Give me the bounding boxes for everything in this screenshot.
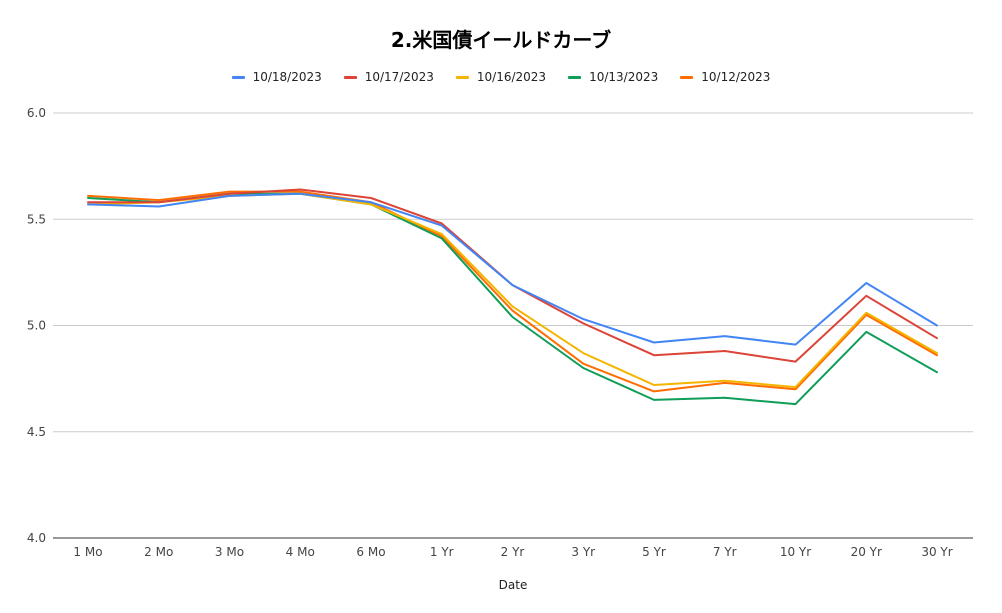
y-axis-ticks: 4.0 4.5 5.0 5.5 6.0 <box>27 106 46 545</box>
x-tick-label: 5 Yr <box>642 545 666 559</box>
legend-swatch <box>231 75 245 79</box>
legend-swatch <box>455 75 469 79</box>
x-tick-label: 20 Yr <box>851 545 882 559</box>
legend-item[interactable]: 10/17/2023 <box>343 70 434 84</box>
legend-swatch <box>568 75 582 79</box>
legend-item[interactable]: 10/12/2023 <box>680 70 770 84</box>
x-tick-label: 1 Mo <box>73 545 102 559</box>
x-tick-label: 3 Mo <box>215 545 244 559</box>
x-tick-label: 30 Yr <box>921 545 952 559</box>
legend-item[interactable]: 10/13/2023 <box>568 70 658 84</box>
y-tick-label: 6.0 <box>27 106 46 120</box>
x-axis-ticks: 1 Mo 2 Mo 3 Mo 4 Mo 6 Mo 1 Yr 2 Yr 3 Yr 5 Yr 7 Yr… <box>73 545 952 559</box>
series-line <box>87 192 938 389</box>
chart-title: 2.米国債イールドカーブ <box>390 28 612 52</box>
gridlines <box>53 112 973 539</box>
x-tick-label: 1 Yr <box>430 545 454 559</box>
series-line <box>87 188 938 363</box>
legend-item[interactable]: 10/16/2023 <box>455 70 547 84</box>
legend-swatch <box>680 75 694 79</box>
y-tick-label: 5.5 <box>27 212 46 226</box>
legend-label: 10/12/2023 <box>701 70 771 84</box>
legend-label: 10/18/2023 <box>252 70 322 84</box>
legend-label: 10/13/2023 <box>589 70 659 84</box>
legend-label: 10/17/2023 <box>364 70 434 84</box>
x-tick-label: 3 Yr <box>571 545 595 559</box>
series-line <box>87 190 938 393</box>
x-tick-label: 4 Mo <box>286 545 315 559</box>
legend-swatch <box>343 75 357 79</box>
x-tick-label: 2 Yr <box>501 545 525 559</box>
legend: 10/18/2023 10/17/2023 10/16/2023 10/13/2023… <box>0 70 1002 84</box>
x-tick-label: 10 Yr <box>780 545 811 559</box>
x-tick-label: 6 Mo <box>356 545 385 559</box>
legend-label: 10/16/2023 <box>476 70 547 84</box>
x-axis-title: Date <box>499 578 528 592</box>
series-line <box>87 192 938 346</box>
y-tick-label: 5.0 <box>27 319 46 333</box>
y-tick-label: 4.5 <box>27 425 46 439</box>
legend-item[interactable]: 10/18/2023 <box>231 70 322 84</box>
y-tick-label: 4.0 <box>27 531 46 545</box>
x-tick-label: 2 Mo <box>144 545 173 559</box>
series-lines <box>87 188 938 406</box>
x-tick-label: 7 Yr <box>713 545 737 559</box>
